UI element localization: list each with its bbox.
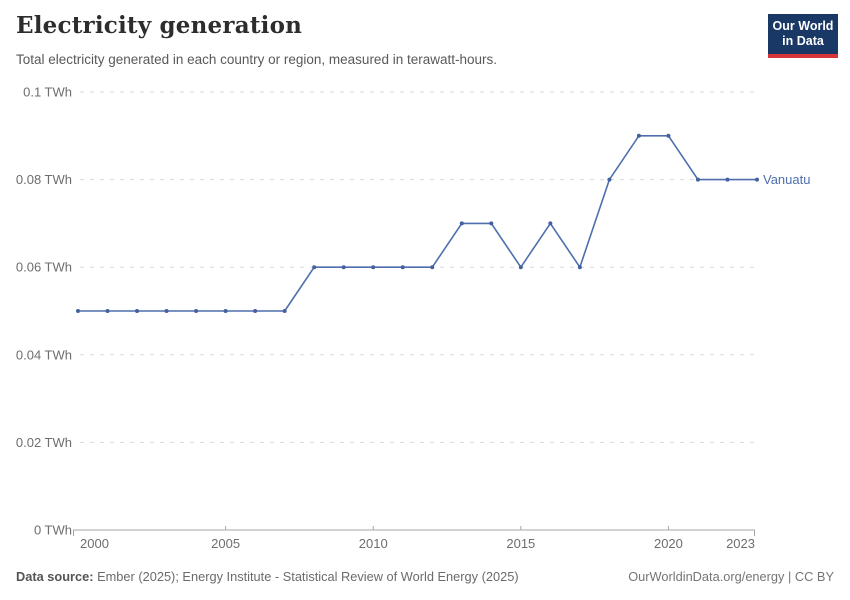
y-axis-tick-label: 0.04 TWh: [16, 347, 72, 362]
attribution-link: OurWorldinData.org/energy | CC BY: [628, 569, 834, 584]
data-point[interactable]: [755, 177, 759, 182]
data-point[interactable]: [76, 309, 80, 313]
data-source-text: Ember (2025); Energy Institute - Statist…: [93, 569, 519, 584]
data-point[interactable]: [135, 309, 140, 313]
y-axis-tick-label: 0.06 TWh: [16, 260, 72, 275]
data-point[interactable]: [607, 177, 612, 182]
chart-footer: Data source: Ember (2025); Energy Instit…: [16, 569, 834, 584]
data-point[interactable]: [489, 221, 494, 226]
owid-logo-line1: Our World: [772, 19, 834, 33]
y-axis-tick-label: 0.1 TWh: [23, 85, 72, 100]
data-point[interactable]: [341, 265, 346, 270]
data-point[interactable]: [223, 309, 228, 313]
data-point[interactable]: [636, 133, 641, 138]
data-point[interactable]: [371, 265, 376, 270]
data-point[interactable]: [459, 221, 464, 226]
data-point[interactable]: [430, 265, 435, 270]
page-title: Electricity generation: [16, 12, 303, 39]
series-label-vanuatu[interactable]: Vanuatu: [763, 172, 810, 187]
x-axis-tick-label: 2005: [211, 536, 240, 551]
data-point[interactable]: [312, 265, 317, 270]
data-point[interactable]: [400, 265, 405, 270]
x-axis-tick-label: 2020: [654, 536, 683, 551]
x-axis-tick-label: 2000: [80, 536, 109, 551]
series-line-vanuatu[interactable]: [77, 135, 758, 312]
data-point[interactable]: [518, 265, 523, 270]
data-point[interactable]: [577, 265, 582, 270]
y-axis-tick-label: 0.08 TWh: [16, 172, 72, 187]
data-point[interactable]: [725, 177, 730, 182]
data-point[interactable]: [548, 221, 553, 226]
owid-logo[interactable]: Our World in Data: [768, 14, 838, 58]
data-point[interactable]: [105, 309, 110, 313]
x-axis-tick-label: 2010: [359, 536, 388, 551]
y-axis-tick-label: 0 TWh: [34, 523, 72, 538]
data-point[interactable]: [666, 133, 671, 138]
data-point[interactable]: [164, 309, 169, 313]
y-axis-tick-label: 0.02 TWh: [16, 435, 72, 450]
chart-subtitle: Total electricity generated in each coun…: [16, 52, 497, 67]
data-point[interactable]: [282, 309, 287, 313]
data-point[interactable]: [194, 309, 199, 313]
chart-canvas: 0 TWh 0.02 TWh 0.04 TWh 0.06 TWh 0.08 TWh 0.1…: [16, 85, 811, 552]
data-source: Data source: Ember (2025); Energy Instit…: [16, 569, 519, 584]
x-axis-tick-label: 2023: [726, 536, 755, 551]
data-point[interactable]: [695, 177, 700, 182]
owid-logo-line2: in Data: [782, 34, 824, 49]
data-point[interactable]: [253, 309, 258, 313]
data-source-label: Data source:: [16, 569, 94, 584]
x-axis-tick-label: 2015: [506, 536, 535, 551]
